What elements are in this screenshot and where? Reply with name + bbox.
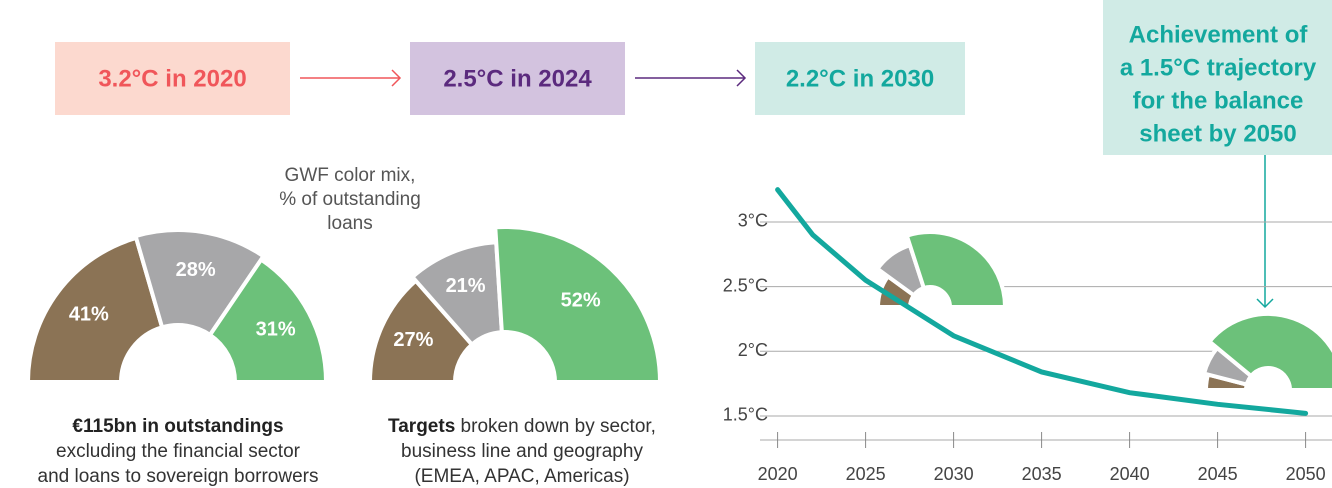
donut-caption: €115bn in outstandings: [72, 416, 283, 437]
milestone-label: 2.2°C in 2030: [786, 65, 934, 92]
donut-label: 52%: [561, 290, 601, 312]
donut-label: 31%: [256, 319, 296, 341]
milestone-box: [755, 42, 965, 115]
donut-segment: [1206, 312, 1332, 392]
y-tick-label: 3°C: [738, 211, 768, 231]
donut-label: 41%: [69, 303, 109, 325]
caption: % of outstanding: [279, 189, 421, 210]
donut-caption: and loans to sovereign borrowers: [38, 466, 319, 487]
milestone-label: 2.5°C in 2024: [443, 65, 592, 92]
caption-lead: Targets: [388, 416, 455, 437]
goal-text: Achievement of: [1129, 21, 1309, 48]
caption-lead: €115bn in outstandings: [72, 416, 283, 437]
donut-segment: [904, 230, 1008, 309]
caption: loans: [327, 213, 372, 234]
milestone-box: [410, 42, 625, 115]
donut-segment: [493, 225, 663, 384]
arrow-head: [736, 69, 747, 87]
y-tick-label: 2.5°C: [723, 275, 768, 295]
x-tick-label: 2050: [1286, 464, 1326, 484]
donut-label: 27%: [393, 329, 433, 351]
donut-segment: [25, 235, 165, 384]
caption: GWF color mix,: [285, 165, 416, 186]
milestone-label: 3.2°C in 2020: [98, 65, 246, 92]
milestone-box: [55, 42, 290, 115]
x-tick-label: 2020: [758, 464, 798, 484]
goal-text: for the balance: [1133, 87, 1304, 114]
goal-text: sheet by 2050: [1139, 120, 1296, 147]
caption-rest: broken down by sector,: [455, 416, 656, 437]
donut-caption: Targets broken down by sector,: [388, 416, 656, 437]
y-tick-label: 1.5°C: [723, 405, 768, 425]
y-tick-label: 2°C: [738, 340, 768, 360]
goal-text: a 1.5°C trajectory: [1120, 54, 1317, 81]
x-tick-label: 2045: [1198, 464, 1238, 484]
donut-label: 21%: [446, 275, 486, 297]
donut-label: 28%: [176, 259, 216, 281]
x-tick-label: 2040: [1110, 464, 1150, 484]
x-tick-label: 2035: [1022, 464, 1062, 484]
donut-caption: (EMEA, APAC, Americas): [414, 466, 629, 487]
donut-segment: [207, 256, 329, 384]
goal-box: [1103, 0, 1332, 155]
x-tick-label: 2030: [934, 464, 974, 484]
trajectory-line: [775, 187, 1309, 416]
donut-segment: [133, 228, 267, 338]
arrow-head: [391, 69, 402, 87]
arrow-head: [1256, 298, 1274, 309]
donut-caption: business line and geography: [401, 441, 643, 462]
donut-caption: excluding the financial sector: [56, 441, 301, 462]
x-tick-label: 2025: [846, 464, 886, 484]
